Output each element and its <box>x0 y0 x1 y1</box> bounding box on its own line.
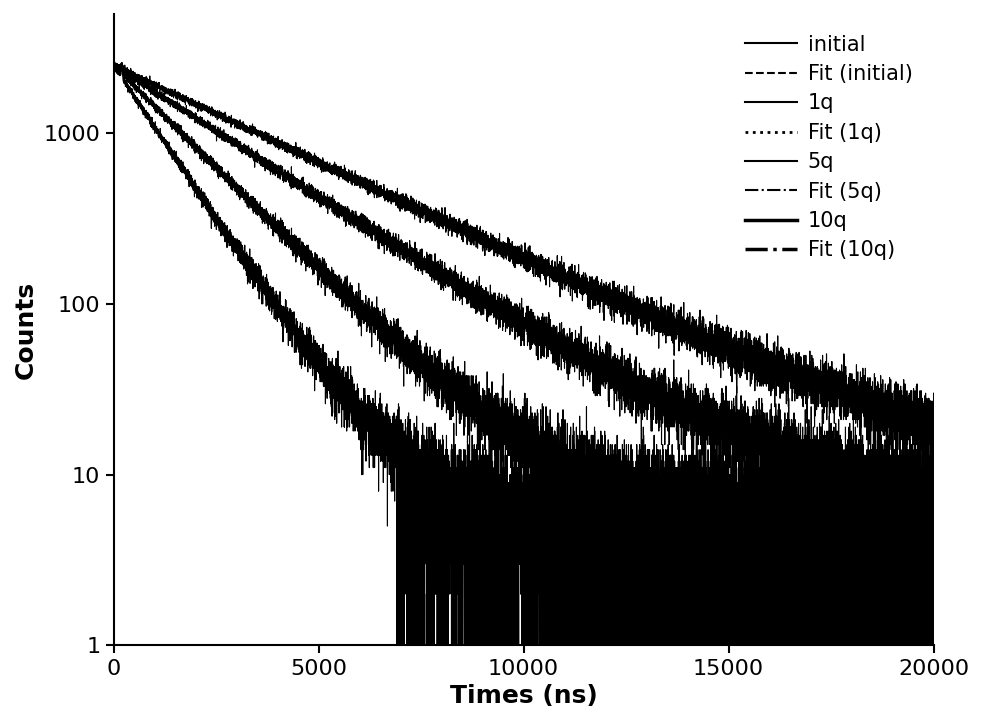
Legend: initial, Fit (initial), 1q, Fit (1q), 5q, Fit (5q), 10q, Fit (10q): initial, Fit (initial), 1q, Fit (1q), 5q… <box>735 25 923 271</box>
X-axis label: Times (ns): Times (ns) <box>449 684 598 708</box>
Y-axis label: Counts: Counts <box>14 281 38 378</box>
